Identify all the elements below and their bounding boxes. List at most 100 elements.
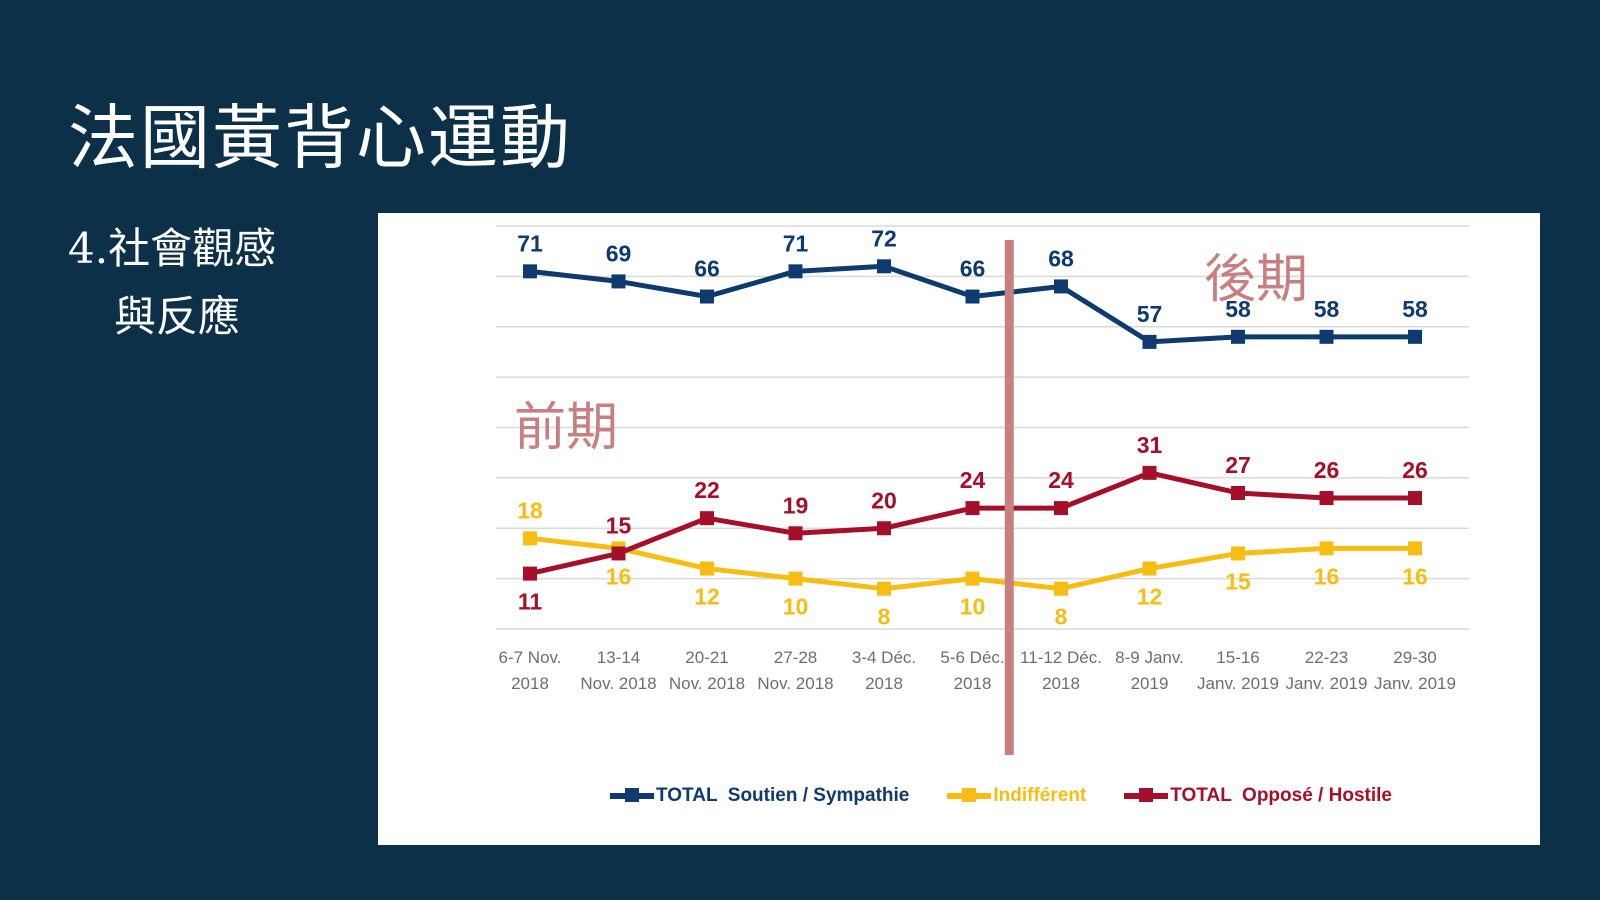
data-label-indifferent: 18 <box>517 497 543 523</box>
data-point-support <box>611 274 626 289</box>
data-point-indifferent <box>1319 541 1334 556</box>
data-point-indifferent <box>877 581 891 596</box>
data-label-indifferent: 10 <box>960 594 986 620</box>
data-label-opposed: 24 <box>960 467 986 493</box>
data-label-indifferent: 16 <box>1314 563 1340 589</box>
data-point-indifferent <box>788 571 803 586</box>
data-label-support: 66 <box>694 256 720 282</box>
data-point-opposed <box>788 526 803 541</box>
data-point-opposed <box>1408 491 1422 506</box>
legend-swatch-icon <box>610 788 654 802</box>
x-tick-label: 13-14 <box>597 648 640 667</box>
x-tick-label: Nov. 2018 <box>669 674 745 693</box>
slide-title: 法國黃背心運動 <box>68 97 572 179</box>
data-label-indifferent: 12 <box>694 584 720 610</box>
x-tick-label: Janv. 2019 <box>1197 674 1279 693</box>
legend-item-support: TOTAL Soutien / Sympathie <box>610 785 909 807</box>
data-point-opposed <box>611 546 626 561</box>
data-point-opposed <box>877 521 891 536</box>
data-label-indifferent: 12 <box>1137 584 1163 610</box>
data-point-opposed <box>1054 501 1068 516</box>
data-point-support <box>1142 334 1157 349</box>
legend-label: TOTAL Soutien / Sympathie <box>656 785 910 806</box>
legend-item-opposed: TOTAL Opposé / Hostile <box>1124 785 1392 807</box>
data-label-opposed: 20 <box>871 487 897 513</box>
data-point-support <box>877 259 891 274</box>
data-point-support <box>1231 329 1245 344</box>
x-tick-label: 22-23 <box>1305 648 1348 667</box>
data-label-support: 69 <box>606 240 632 266</box>
data-point-opposed <box>700 511 714 526</box>
data-label-opposed: 15 <box>606 512 632 538</box>
data-label-support: 68 <box>1048 245 1074 271</box>
slide-subtitle: 4.社會觀感 與反應 <box>68 215 276 351</box>
x-tick-label: 2019 <box>1131 674 1169 693</box>
subtitle-line-2: 與反應 <box>114 292 241 341</box>
data-label-opposed: 31 <box>1137 432 1163 458</box>
data-label-opposed: 11 <box>518 589 543 615</box>
data-point-support <box>965 289 980 304</box>
legend-swatch-icon <box>1124 788 1169 802</box>
chart-panel: 6-7 Nov. 2018 13-14 Nov. 2018 20-21 Nov. 2018… <box>378 213 1540 845</box>
x-tick-label: 2018 <box>1042 674 1080 693</box>
data-label-support: 58 <box>1225 296 1251 322</box>
data-point-indifferent <box>1408 541 1422 556</box>
data-label-indifferent: 16 <box>606 563 632 589</box>
data-label-opposed: 26 <box>1402 457 1428 483</box>
data-label-opposed: 22 <box>694 477 720 503</box>
phase-label-late: 後期 <box>1204 250 1309 310</box>
x-tick-label: Nov. 2018 <box>580 674 656 693</box>
data-label-indifferent: 8 <box>1055 604 1068 630</box>
data-label-opposed: 24 <box>1048 467 1074 493</box>
x-tick-label: 6-7 Nov. <box>499 648 562 667</box>
data-point-support <box>1408 329 1422 344</box>
legend-item-indifferent: Indifférent <box>947 785 1086 807</box>
data-label-support: 57 <box>1137 301 1163 327</box>
data-label-support: 66 <box>960 256 986 282</box>
data-label-support: 71 <box>517 230 543 256</box>
data-label-support: 71 <box>783 230 809 256</box>
data-label-support: 58 <box>1314 296 1340 322</box>
x-tick-label: Janv. 2019 <box>1374 674 1456 693</box>
legend-label: Indifférent <box>993 785 1087 806</box>
data-point-indifferent <box>1231 546 1245 561</box>
data-label-opposed: 19 <box>783 492 809 518</box>
data-label-support: 72 <box>871 225 897 251</box>
x-tick-label: Nov. 2018 <box>757 674 833 693</box>
data-label-support: 58 <box>1402 296 1428 322</box>
data-point-opposed <box>965 501 980 516</box>
data-point-support <box>700 289 714 304</box>
x-tick-label: 27-28 <box>774 648 817 667</box>
phase-label-early: 前期 <box>514 398 619 458</box>
x-tick-label: 2018 <box>865 674 903 693</box>
data-point-opposed <box>1142 465 1157 480</box>
data-label-opposed: 27 <box>1225 452 1251 478</box>
data-label-indifferent: 15 <box>1225 568 1251 594</box>
phase-divider <box>1004 240 1014 755</box>
data-point-indifferent <box>1142 561 1157 576</box>
data-point-support <box>1054 279 1068 294</box>
data-point-opposed <box>523 566 537 581</box>
x-tick-label: Janv. 2019 <box>1286 674 1368 693</box>
subtitle-line-1: 4.社會觀感 <box>68 224 277 273</box>
data-label-indifferent: 16 <box>1402 563 1428 589</box>
data-point-opposed <box>1231 485 1245 500</box>
data-point-indifferent <box>523 531 537 546</box>
x-tick-label: 20-21 <box>685 648 728 667</box>
x-tick-label: 29-30 <box>1393 648 1436 667</box>
data-point-support <box>1319 329 1334 344</box>
x-tick-label: 8-9 Janv. <box>1115 648 1184 667</box>
x-tick-label: 15-16 <box>1216 648 1259 667</box>
data-point-support <box>788 264 803 279</box>
x-tick-label: 5-6 Déc. <box>940 648 1004 667</box>
x-tick-label: 11-12 Déc. <box>1020 648 1102 667</box>
data-label-opposed: 26 <box>1314 457 1340 483</box>
x-tick-label: 2018 <box>954 674 992 693</box>
data-point-indifferent <box>965 571 980 586</box>
chart-legend: TOTAL Soutien / Sympathie Indifférent TOTA… <box>610 785 1392 807</box>
legend-label: TOTAL Opposé / Hostile <box>1170 785 1392 806</box>
data-point-indifferent <box>700 561 714 576</box>
x-tick-label: 3-4 Déc. <box>852 648 916 667</box>
legend-swatch-icon <box>947 788 992 802</box>
